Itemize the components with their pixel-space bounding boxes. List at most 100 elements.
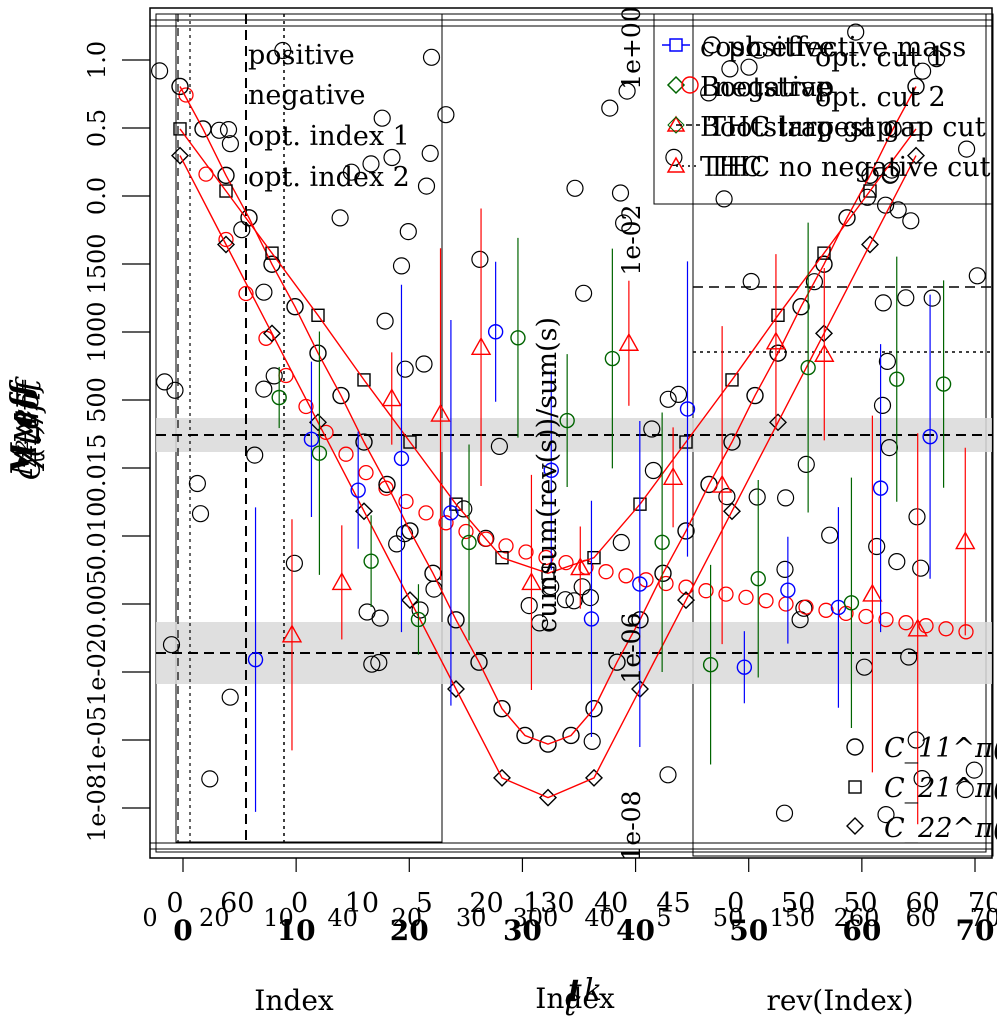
correlator-fit-curve-2 xyxy=(179,155,917,799)
negative-eigenvalue-point xyxy=(218,231,234,248)
x-tick-label-row-a: 60 xyxy=(906,888,940,919)
eigenvalue-point xyxy=(907,731,925,749)
x-tick-label-row-a: 130 xyxy=(523,888,575,919)
correlator-point-circle xyxy=(585,700,603,718)
legend-correlators: C_11^π(t) C_21^π(t) C_22^π(t) xyxy=(846,733,997,844)
eigenvalue-point xyxy=(221,135,239,153)
legend-index-opt2: opt. index 2 xyxy=(248,162,410,193)
eigenvalue-point xyxy=(797,455,815,473)
correlator-point-circle xyxy=(332,386,350,405)
legend-meff-cosh: cosh effective mass xyxy=(700,32,966,63)
correlator-point-circle xyxy=(240,209,258,227)
negative-eigenvalue-point xyxy=(618,568,634,584)
x-axis-label-t2: t xyxy=(564,988,577,1020)
bootstrap-gap-point xyxy=(814,343,835,362)
correlator-point-diamond xyxy=(263,324,281,343)
negative-eigenvalue-point xyxy=(478,531,494,547)
eigenvalue-point xyxy=(900,648,918,666)
correlator-point-diamond xyxy=(309,413,327,432)
eigenvalue-point xyxy=(718,488,736,506)
y-axis-label-stack: C(t)/fit M_eff ΔM χ²/dof xyxy=(5,376,48,481)
correlator-point-circle xyxy=(447,611,465,629)
eigenvalue-point xyxy=(874,294,892,312)
eigenvalue-point xyxy=(643,420,661,438)
correlator-point-circle xyxy=(516,726,534,745)
eigenvalue-point xyxy=(166,381,184,399)
bootstrap-gap-point xyxy=(711,474,733,493)
correlator-point-diamond xyxy=(217,235,235,254)
negative-eigenvalue-point xyxy=(598,564,614,580)
legend-meff-bootstrap: Bootstrap xyxy=(700,72,834,103)
correlator-point-circle xyxy=(677,522,695,540)
rev-y-label: cumsum(rev(s))/sum(s) xyxy=(532,317,563,633)
negative-eigenvalue-point xyxy=(238,285,254,302)
eigenvalue-point xyxy=(363,655,381,673)
negative-eigenvalue-point xyxy=(358,464,374,481)
negative-eigenvalue-point xyxy=(198,166,214,182)
negative-eigenvalue-point xyxy=(438,515,454,531)
correlator-point-square xyxy=(495,550,509,565)
cosh-meff-point xyxy=(543,462,559,478)
correlator-point-diamond xyxy=(769,413,787,432)
negative-eigenvalue-point xyxy=(398,493,414,510)
correlator-point-circle xyxy=(746,386,764,405)
x-axis-label-k: k xyxy=(584,973,602,1008)
bootstrap-gap-point xyxy=(765,331,787,350)
correlator-point-circle xyxy=(861,166,879,185)
correlator-point-circle xyxy=(608,653,626,671)
eigenvalue-point xyxy=(210,121,228,139)
eigenvalue-point xyxy=(878,352,897,370)
eigenvalue-point xyxy=(417,177,436,195)
correlator-point-circle xyxy=(539,735,557,753)
y-tick-label: 1.0 xyxy=(83,41,111,79)
eigenvalue-point xyxy=(873,396,892,414)
cosh-meff-point xyxy=(780,582,796,598)
legend-meff: cosh effective mass Bootstrap Bootstrap … xyxy=(653,13,993,205)
eigenvalue-point xyxy=(897,289,915,307)
legend-index-opt1: opt. index 1 xyxy=(248,121,410,152)
effective-mass-layer xyxy=(247,208,976,825)
eigenvalue-point xyxy=(665,148,683,166)
x-axis-label-t: t xyxy=(568,973,582,1008)
eigenvalue-point xyxy=(669,385,688,403)
x-tick-label-row-b: 40 xyxy=(327,904,358,932)
bootstrap-point xyxy=(654,534,670,551)
legend-rev-noneg: THC no negative cut xyxy=(708,152,991,183)
y-tick-label: 1e-02 xyxy=(83,638,111,706)
correlator-point-square xyxy=(265,246,279,260)
eigenvalue-point xyxy=(748,488,766,506)
correlator-point-circle xyxy=(769,344,787,362)
eigenvalue-point xyxy=(574,284,593,302)
eigenvalue-point xyxy=(776,560,794,579)
bootstrap-gap-point xyxy=(862,583,883,602)
negative-eigenvalue-point xyxy=(558,554,574,571)
eigenvalue-point xyxy=(370,653,388,672)
y-tick-label: 0.010 xyxy=(83,502,111,571)
x-tick-label-row-b: 10 xyxy=(263,904,294,932)
eigenvalue-point xyxy=(373,109,391,127)
eigenvalue-point xyxy=(923,289,941,307)
eigenvalue-point xyxy=(913,769,931,788)
eigenvalue-point xyxy=(285,554,303,572)
x-tick-label-t: 70 xyxy=(956,914,995,947)
eigenvalue-point xyxy=(411,601,429,619)
correlator-point-circle xyxy=(907,77,925,96)
x-tick-label-t: 20 xyxy=(390,914,429,947)
x-tick-label-t: 50 xyxy=(729,914,768,947)
cosh-meff-point xyxy=(303,431,320,448)
eigenvalue-point xyxy=(542,577,560,596)
cosh-meff-point xyxy=(736,659,753,675)
bootstrap-point xyxy=(559,412,575,429)
legend-rev-opt1: opt. cut 1 xyxy=(815,42,946,73)
eigenvalue-point xyxy=(902,212,920,230)
x-tick-label-row-b: 0 xyxy=(142,904,157,932)
bootstrap-point xyxy=(461,534,477,551)
eigenvalue-point xyxy=(415,355,433,373)
eigenvalue-point xyxy=(255,283,273,301)
eigenvalue-point xyxy=(383,148,401,167)
eigenvalue-point xyxy=(912,559,930,577)
legend-meff-gap: Bootstrap gap xyxy=(700,112,893,143)
correlator-point-square xyxy=(219,184,233,198)
eigenvalue-point xyxy=(388,535,406,553)
correlator-point-square xyxy=(449,497,463,511)
